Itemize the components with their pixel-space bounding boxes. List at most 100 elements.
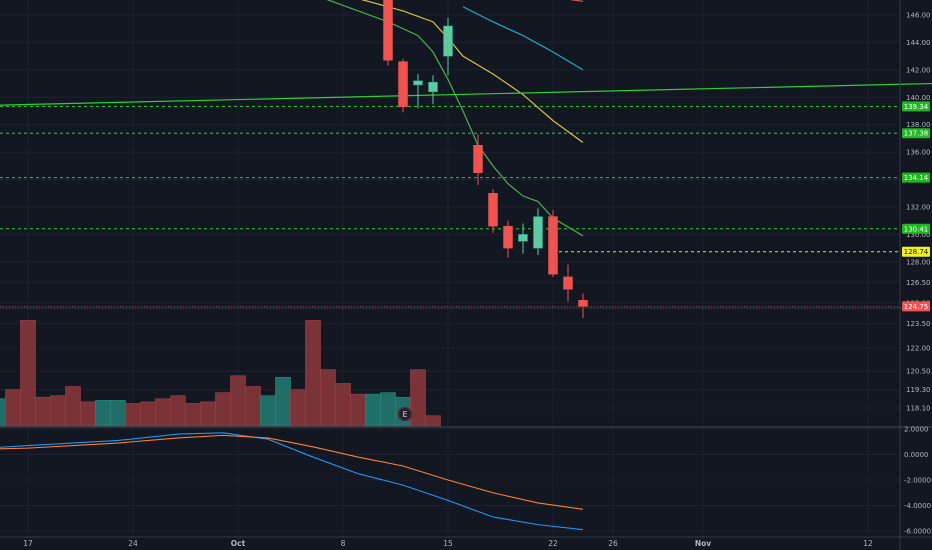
volume-bar — [425, 415, 441, 427]
volume-bar — [110, 400, 126, 427]
candle-body — [473, 145, 483, 173]
price-axis[interactable]: 146.00 144.00 142.00 140.00 138.00 136.00 134.… — [904, 12, 931, 536]
trendline-line[interactable] — [0, 78, 932, 108]
price-badge-label: 124.75 — [904, 303, 929, 311]
candle — [548, 209, 558, 277]
candle-body — [503, 225, 513, 249]
candle — [488, 189, 498, 234]
earnings-marker-circle[interactable] — [397, 406, 413, 422]
moving-average-line — [462, 6, 584, 71]
horizontal-levels[interactable] — [0, 105, 900, 307]
volume-bar — [95, 400, 111, 427]
candle-body — [413, 80, 423, 86]
price-badge: 130.41 — [902, 223, 930, 234]
volume-bar — [65, 386, 81, 427]
candle-body — [548, 216, 558, 275]
earnings-marker-label: E — [402, 410, 407, 419]
time-axis[interactable]: 101724Oct8152226Nov121926 — [0, 539, 932, 548]
trendline[interactable] — [0, 78, 932, 108]
volume-bar — [80, 401, 96, 427]
price-badge: 137.38 — [902, 128, 930, 139]
volume-bar — [140, 401, 156, 427]
volume-bar — [0, 398, 6, 427]
oscillator-tick-label: -6.0000 — [904, 528, 931, 536]
price-badge: 124.75 — [902, 301, 930, 312]
volume-bar — [245, 386, 261, 427]
candle — [383, 0, 393, 66]
moving-average-line — [361, 0, 584, 144]
volume-bar — [155, 398, 171, 427]
oscillator-tick-label: 0.0000 — [904, 451, 929, 459]
volume-bar — [50, 395, 66, 427]
time-tick-label: 15 — [443, 539, 453, 548]
volume-bar — [260, 395, 276, 427]
time-tick-label: Oct — [231, 539, 246, 548]
candle — [443, 17, 453, 76]
volume-bar — [200, 401, 216, 427]
candle — [578, 293, 588, 319]
candle-body — [563, 276, 573, 290]
price-tick-label: 140.00 — [906, 94, 931, 102]
candle-body — [518, 234, 528, 242]
price-badge-label: 130.41 — [904, 225, 929, 233]
candle — [533, 208, 543, 255]
price-tick-label: 132.00 — [906, 204, 931, 212]
earnings-marker[interactable]: E — [397, 406, 413, 422]
price-badge: 134.14 — [902, 172, 930, 183]
price-tick-label: 122.00 — [906, 345, 931, 353]
candle — [563, 264, 573, 302]
price-badge: 128.74 — [902, 246, 930, 257]
candle — [398, 58, 408, 113]
volume-bar — [305, 320, 321, 427]
time-tick-label: 24 — [128, 539, 138, 548]
candle-body — [383, 0, 393, 61]
volume-bar — [125, 403, 141, 427]
price-badge-box — [902, 246, 930, 257]
volume-bar — [275, 376, 291, 427]
candle — [503, 220, 513, 258]
price-badge-box — [902, 223, 930, 234]
candle-body — [533, 216, 543, 249]
price-tick-label: 146.00 — [906, 12, 931, 20]
candle — [428, 75, 438, 105]
price-tick-label: 119.30 — [906, 386, 931, 394]
price-tick-label: 136.00 — [906, 149, 931, 157]
volume-bar — [215, 392, 231, 427]
price-badge-label: 134.14 — [904, 174, 929, 182]
candle — [473, 134, 483, 186]
time-tick-label: 22 — [548, 539, 558, 548]
oscillator-tick-label: -2.0000 — [904, 477, 931, 485]
volume-bars — [0, 320, 441, 427]
volume-bar — [350, 393, 366, 427]
candle-body — [578, 300, 588, 307]
volume-bar — [410, 369, 426, 427]
price-tick-label: 120.50 — [906, 368, 931, 376]
price-tick-label: 130.00 — [906, 231, 931, 239]
time-tick-label: 26 — [608, 539, 618, 548]
price-tick-label: 126.50 — [906, 279, 931, 287]
price-tick-label: 142.00 — [906, 66, 931, 74]
time-tick-label: 8 — [341, 539, 346, 548]
grid-lines — [0, 0, 900, 538]
price-tick-label: 123.50 — [906, 320, 931, 328]
macd-lines — [0, 432, 584, 531]
volume-bar — [20, 320, 36, 427]
price-badge-label: 137.38 — [904, 130, 929, 138]
macd-line — [0, 432, 584, 531]
price-badge-label: 128.74 — [904, 248, 929, 256]
price-tick-label: 128.00 — [906, 258, 931, 266]
price-badge-box — [902, 301, 930, 312]
candle-body — [428, 81, 438, 93]
volume-bar — [290, 389, 306, 427]
time-tick-label: Nov — [695, 539, 711, 548]
price-tick-label: 138.00 — [906, 121, 931, 129]
candle — [413, 73, 423, 109]
macd-line — [0, 434, 584, 510]
price-badge: 139.34 — [902, 101, 930, 112]
volume-bar — [230, 375, 246, 427]
oscillator-tick-label: -4.0000 — [904, 502, 931, 510]
price-tick-label: 144.00 — [906, 39, 931, 47]
